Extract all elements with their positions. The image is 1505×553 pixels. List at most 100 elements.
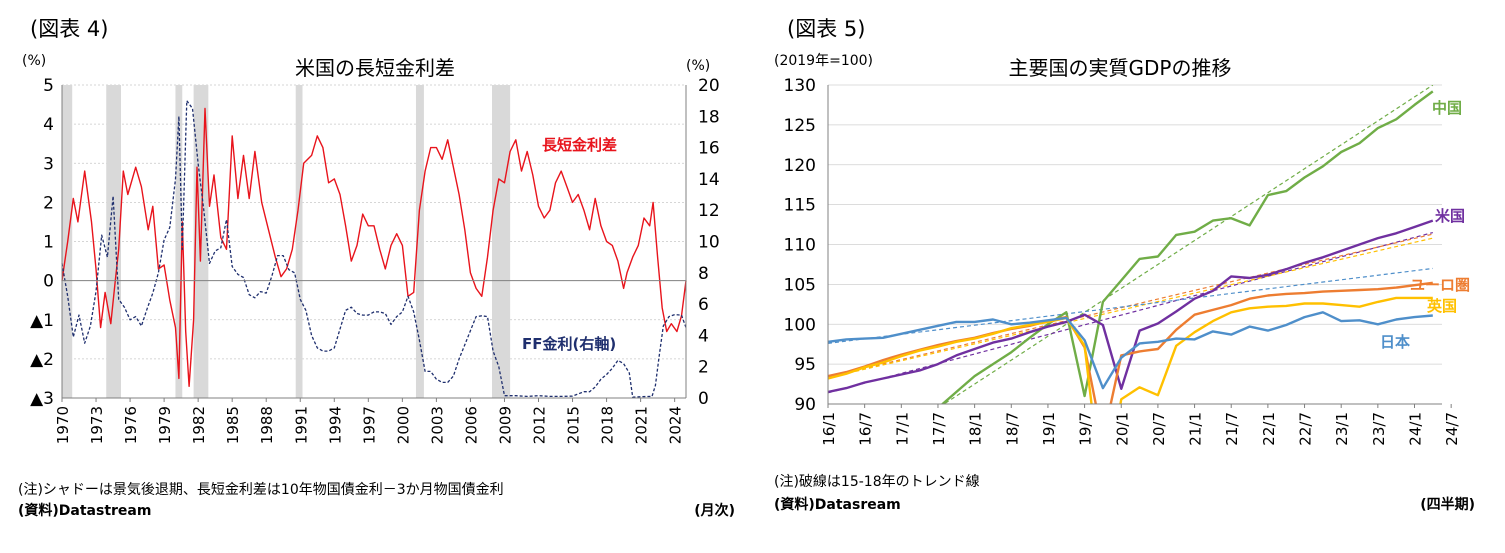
right-chart-header: (図表 5) (787, 17, 865, 41)
y-tick-label: 100 (784, 315, 816, 335)
right-chart-trendlines (828, 85, 1434, 404)
label-usa: 米国 (1435, 207, 1465, 225)
y-tick-label: 90 (794, 395, 816, 415)
y-tick-label: 120 (784, 156, 816, 176)
right-chart-gridlines (828, 84, 1442, 365)
left-axis-unit: (%) (22, 53, 46, 69)
right-chart-unit: (2019年=100) (774, 53, 873, 69)
x-tick-label: 18/7 (1003, 412, 1021, 446)
right-chart-note: (注)破線は15-18年のトレンド線 (774, 474, 980, 490)
y-tick-label: 125 (784, 116, 816, 136)
gdp-line-中国 (940, 90, 1434, 404)
left-chart-frequency: (月次) (694, 502, 735, 519)
x-tick-label: 1970 (54, 406, 72, 444)
x-tick-label: 24/1 (1407, 412, 1425, 446)
left-chart-source: (資料)Datastream (18, 502, 151, 519)
left-chart-header: (図表 4) (30, 17, 108, 41)
x-tick-label: 2009 (496, 406, 514, 444)
left-tick-label: ▲1 (30, 311, 54, 331)
x-tick-label: 22/7 (1297, 412, 1315, 446)
x-tick-label: 1991 (292, 406, 310, 444)
x-tick-label: 22/1 (1260, 412, 1278, 446)
x-tick-label: 1985 (224, 406, 242, 444)
x-tick-label: 19/1 (1040, 412, 1058, 446)
x-tick-label: 2021 (633, 406, 651, 444)
left-chart-gridlines (62, 84, 686, 399)
label-japan: 日本 (1380, 333, 1410, 351)
x-tick-label: 2015 (565, 406, 583, 444)
x-tick-label: 20/7 (1150, 412, 1168, 446)
left-tick-label: 2 (43, 193, 54, 213)
x-tick-label: 1982 (190, 406, 208, 444)
recession-shade-4 (295, 85, 303, 398)
left-tick-label: ▲3 (30, 389, 54, 409)
recession-shade-2 (175, 85, 183, 398)
yield-spread-line (61, 107, 687, 387)
left-chart-title: 米国の長短金利差 (295, 56, 455, 80)
left-tick-label: 1 (43, 233, 54, 253)
left-tick-label: 0 (43, 272, 54, 292)
recession-shade-5 (415, 85, 424, 398)
right-axis-unit: (%) (686, 58, 710, 74)
y-tick-label: 130 (784, 76, 816, 96)
right-chart-series (828, 90, 1434, 404)
left-chart-note: (注)シャドーは景気後退期、長短金利差は10年物国債金利－3か月物国債金利 (18, 482, 504, 498)
ff-rate-line (61, 100, 687, 398)
label-eurozone: ユーロ圏 (1410, 276, 1470, 294)
right-tick-label: 12 (698, 201, 720, 221)
x-tick-label: 1976 (122, 406, 140, 444)
right-chart-frequency: (四半期) (1420, 496, 1475, 513)
x-tick-label: 17/1 (893, 412, 911, 446)
label-spread-series: 長短金利差 (542, 136, 617, 154)
x-tick-label: 23/1 (1333, 412, 1351, 446)
y-tick-label: 105 (784, 275, 816, 295)
x-tick-label: 16/7 (857, 412, 875, 446)
trendline-英国 (828, 237, 1433, 379)
x-tick-label: 21/7 (1223, 412, 1241, 446)
left-chart-series (61, 100, 687, 398)
right-tick-label: 14 (698, 170, 720, 190)
right-tick-label: 18 (698, 107, 720, 127)
label-uk: 英国 (1427, 297, 1457, 315)
x-tick-label: 2006 (462, 406, 480, 444)
trendline-米国 (828, 231, 1433, 394)
right-chart-title: 主要国の実質GDPの推移 (1009, 56, 1232, 80)
right-tick-label: 4 (698, 326, 709, 346)
left-tick-label: 4 (43, 115, 54, 135)
x-tick-label: 2024 (667, 406, 685, 444)
gdp-line-米国 (828, 219, 1434, 394)
x-tick-label: 18/1 (967, 412, 985, 446)
right-tick-label: 0 (698, 389, 709, 409)
x-tick-label: 24/7 (1443, 412, 1461, 446)
right-tick-label: 10 (698, 233, 720, 253)
x-tick-label: 2012 (531, 406, 549, 444)
right-tick-label: 2 (698, 358, 709, 378)
x-tick-label: 2018 (599, 406, 617, 444)
gdp-line-日本 (828, 311, 1433, 390)
x-tick-label: 20/1 (1113, 412, 1131, 446)
right-chart-source: (資料)Datasream (774, 496, 901, 513)
gdp-line-英国 (828, 296, 1433, 404)
right-tick-label: 20 (698, 76, 720, 96)
x-tick-label: 19/7 (1077, 412, 1095, 446)
left-tick-label: 3 (43, 154, 54, 174)
right-tick-label: 16 (698, 139, 720, 159)
left-tick-label: ▲2 (30, 350, 54, 370)
x-tick-label: 21/1 (1187, 412, 1205, 446)
x-tick-label: 2000 (394, 406, 412, 444)
trendline-日本 (828, 267, 1433, 344)
y-tick-label: 115 (784, 196, 816, 216)
right-tick-label: 6 (698, 295, 709, 315)
x-tick-label: 1994 (326, 406, 344, 444)
label-ff-series: FF金利(右軸) (522, 335, 616, 353)
left-tick-label: 5 (43, 76, 54, 96)
x-tick-label: 17/7 (930, 412, 948, 446)
y-tick-label: 110 (784, 236, 816, 256)
recession-shade-6 (491, 85, 511, 398)
x-tick-label: 1979 (156, 406, 174, 444)
label-china: 中国 (1432, 99, 1462, 117)
x-tick-label: 1973 (88, 406, 106, 444)
